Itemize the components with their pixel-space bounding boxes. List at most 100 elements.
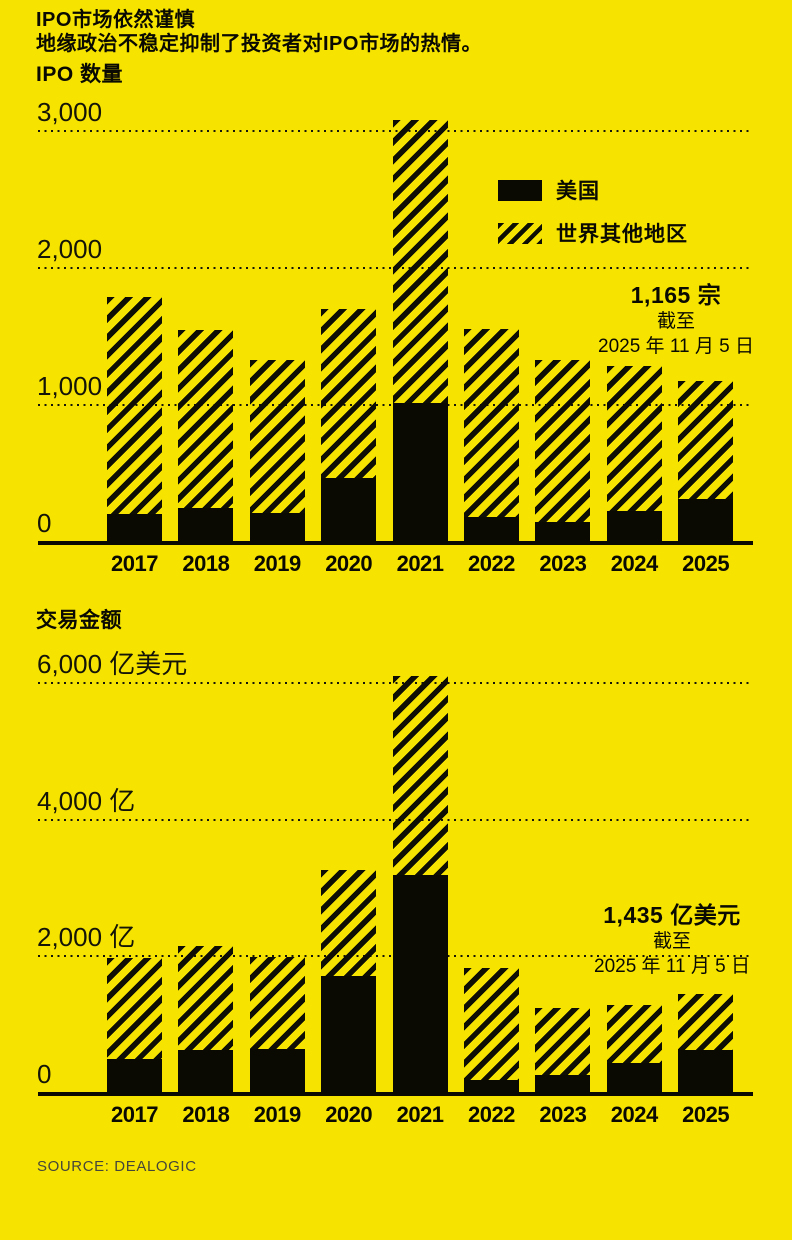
bar-2024: [606, 365, 662, 541]
chart1-annotation-value: 1,165 宗: [630, 282, 722, 308]
y-tick-0: 0: [37, 1059, 52, 1089]
bar-2022-rest-of-world-segment: [463, 328, 519, 518]
x-label-2025: 2025: [682, 1102, 730, 1127]
y-tick-2000: 2,000 亿: [37, 922, 136, 953]
chart2-plot-area: 1,435 亿美元 截至 2025 年 11 月 5 日 6,000 亿美元 4,…: [37, 650, 753, 1096]
bar-2021-rest-of-world-segment: [392, 120, 448, 403]
bar-2017-us-segment: [107, 1058, 162, 1092]
bar-2019-us-segment: [249, 512, 305, 541]
x-label-2020: 2020: [325, 1102, 373, 1127]
bar-2020: [321, 869, 377, 1092]
bar-2017-us-segment: [107, 514, 162, 541]
x-label-2018: 2018: [182, 551, 230, 576]
bar-2023-rest-of-world-segment: [535, 359, 591, 522]
bar-2019-rest-of-world-segment: [249, 957, 305, 1049]
bar-2020-us-segment: [321, 975, 377, 1092]
x-label-2023: 2023: [539, 551, 587, 576]
y-tick-1000: 1,000: [37, 371, 103, 402]
x-label-2021: 2021: [396, 1102, 444, 1127]
chart1-plot-area: 美国 世界其他地区 1,165 宗 截至 2025 年 11 月 5 日 3,0…: [37, 98, 754, 545]
bar-2024: [606, 1005, 662, 1092]
bar-2021: [392, 120, 448, 541]
bar-2021-us-segment: [392, 402, 448, 541]
x-label-2017: 2017: [111, 1102, 158, 1127]
bar-2019: [249, 360, 305, 541]
bar-2023: [535, 1008, 591, 1092]
x-label-2024: 2024: [610, 1102, 658, 1127]
bar-2022: [463, 967, 519, 1092]
y-tick-0: 0: [37, 508, 52, 538]
chart1-x-axis-labels: 2017 2018 2019 2020 2021 2022 2023 2024 2025: [107, 551, 733, 577]
bar-2021: [392, 675, 448, 1092]
x-label-2021: 2021: [396, 551, 444, 576]
bar-2023-us-segment: [535, 1074, 591, 1092]
bar-2020: [321, 308, 377, 541]
chart2-title: 交易金额: [36, 609, 122, 632]
bar-2022-us-segment: [463, 1079, 519, 1092]
bar-2018-rest-of-world-segment: [178, 330, 234, 509]
bar-2022-rest-of-world-segment: [463, 967, 519, 1080]
bar-2025: [678, 993, 734, 1092]
legend-label-us: 美国: [556, 180, 600, 203]
bar-2024-us-segment: [606, 510, 662, 541]
x-label-2022: 2022: [467, 551, 515, 576]
chart1-annotation-date: 2025 年 11 月 5 日: [598, 336, 754, 357]
bar-2018: [178, 330, 234, 541]
bar-2021-us-segment: [392, 875, 448, 1092]
bar-2020-us-segment: [321, 478, 377, 541]
y-tick-4000: 4,000 亿: [37, 785, 136, 816]
bar-2017-rest-of-world-segment: [107, 297, 162, 515]
bar-2024-rest-of-world-segment: [606, 365, 662, 511]
x-label-2019: 2019: [253, 1102, 301, 1127]
bar-2024-rest-of-world-segment: [606, 1005, 662, 1063]
y-tick-6000: 6,000 亿美元: [37, 648, 188, 679]
legend-label-rest-of-world: 世界其他地区: [556, 223, 688, 246]
x-label-2025: 2025: [682, 551, 730, 576]
x-label-2020: 2020: [325, 551, 373, 576]
x-label-2019: 2019: [253, 551, 301, 576]
bar-2018-us-segment: [178, 508, 234, 541]
page-subtitle: 地缘政治不稳定抑制了投资者对IPO市场的热情。: [36, 33, 482, 55]
bar-2017: [107, 297, 162, 541]
chart1-annotation-asof: 截至: [656, 311, 695, 332]
bar-2017: [107, 957, 162, 1092]
chart2-annotation-value: 1,435 亿美元: [603, 902, 741, 928]
x-label-2024: 2024: [610, 551, 658, 576]
chart2-x-axis-labels: 2017 2018 2019 2020 2021 2022 2023 2024 2025: [107, 1102, 733, 1128]
legend-swatch-rest-of-world: [498, 222, 542, 244]
bar-2017-rest-of-world-segment: [107, 957, 162, 1059]
legend-swatch-us: [498, 179, 542, 201]
bar-2025-us-segment: [678, 499, 734, 541]
chart1-annotation: 1,165 宗 截至 2025 年 11 月 5 日: [546, 281, 792, 359]
y-tick-3000: 3,000: [37, 97, 103, 128]
bar-2018: [178, 946, 234, 1092]
bar-2024-us-segment: [606, 1062, 662, 1092]
bar-2019-rest-of-world-segment: [249, 360, 305, 513]
x-label-2023: 2023: [539, 1102, 587, 1127]
bar-2018-rest-of-world-segment: [178, 946, 234, 1051]
header: IPO市场依然谨慎 地缘政治不稳定抑制了投资者对IPO市场的热情。: [36, 8, 482, 56]
bar-2025: [678, 381, 734, 541]
bar-2019: [249, 957, 305, 1092]
bar-2020-rest-of-world-segment: [321, 308, 377, 478]
bar-2025-rest-of-world-segment: [678, 993, 734, 1050]
bars-row: [107, 120, 734, 541]
bars-row: [107, 675, 734, 1092]
bar-2023: [535, 359, 591, 541]
bar-2020-rest-of-world-segment: [321, 869, 377, 976]
bar-2023-rest-of-world-segment: [535, 1008, 591, 1075]
bar-2021-rest-of-world-segment: [392, 675, 448, 876]
bar-2019-us-segment: [249, 1048, 305, 1092]
bar-2025-us-segment: [678, 1049, 734, 1092]
chart2-annotation-asof: 截至: [652, 931, 691, 952]
bar-2022-us-segment: [463, 517, 519, 541]
chart2-annotation-date: 2025 年 11 月 5 日: [594, 956, 750, 977]
x-label-2017: 2017: [111, 551, 158, 576]
legend-item-rest-of-world: 世界其他地区: [498, 218, 688, 248]
x-label-2018: 2018: [182, 1102, 230, 1127]
source-text: SOURCE: DEALOGIC: [37, 1158, 197, 1175]
bar-2018-us-segment: [178, 1050, 234, 1092]
y-tick-2000: 2,000: [37, 234, 103, 265]
x-label-2022: 2022: [467, 1102, 515, 1127]
